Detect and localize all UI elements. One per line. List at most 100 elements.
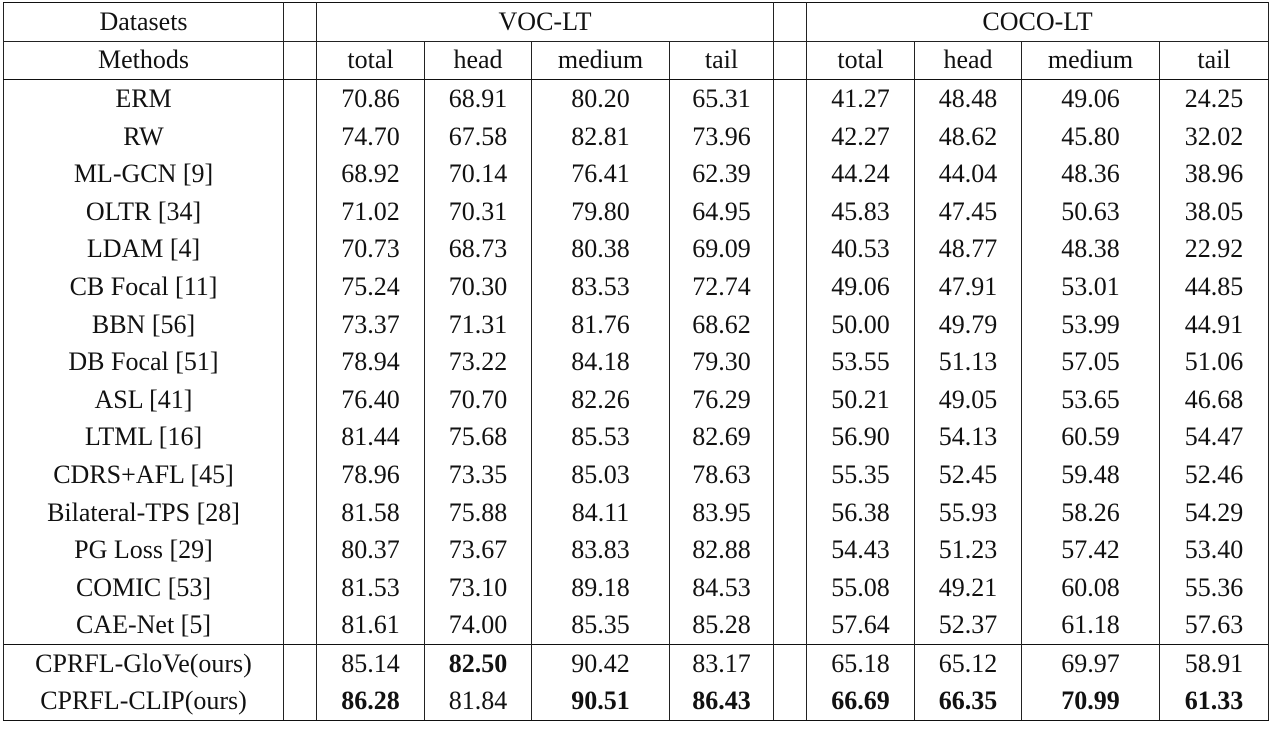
column-gap [773, 268, 807, 306]
coco-total-value: 44.24 [806, 155, 915, 193]
voc-medium-header: medium [531, 41, 670, 81]
coco-medium-value: 53.65 [1021, 380, 1160, 419]
column-gap [773, 682, 807, 722]
voc-total-value: 76.40 [316, 380, 425, 419]
voc-total-value: 74.70 [316, 117, 425, 156]
coco-tail-value: 51.06 [1158, 343, 1270, 381]
method-name: LDAM [4] [3, 230, 284, 269]
coco-head-value: 48.77 [914, 230, 1022, 269]
column-gap [773, 2, 807, 42]
method-name: PG Loss [29] [3, 531, 284, 569]
coco-medium-value: 57.42 [1021, 531, 1160, 569]
coco-head-header: head [914, 41, 1022, 81]
column-gap [283, 418, 317, 457]
method-name: CPRFL-CLIP(ours) [3, 682, 284, 722]
coco-tail-value: 61.33 [1158, 682, 1270, 722]
coco-total-value: 54.43 [806, 531, 915, 569]
baseline-row: DB Focal [51] 78.94 73.22 84.18 79.30 53.55 51… [3, 343, 1270, 381]
voc-medium-value: 85.35 [531, 606, 670, 645]
column-gap [283, 192, 317, 231]
voc-head-value: 68.73 [424, 230, 532, 269]
voc-tail-value: 85.28 [669, 606, 774, 645]
coco-head-value: 47.45 [914, 192, 1022, 231]
baseline-row: CDRS+AFL [45] 78.96 73.35 85.03 78.63 55.35 52… [3, 456, 1270, 494]
coco-total-value: 66.69 [806, 682, 915, 722]
voc-total-value: 81.44 [316, 418, 425, 457]
column-gap [283, 380, 317, 419]
coco-head-value: 47.91 [914, 268, 1022, 306]
coco-total-value: 57.64 [806, 606, 915, 645]
voc-head-value: 73.35 [424, 456, 532, 494]
voc-tail-header: tail [669, 41, 774, 81]
baseline-row: PG Loss [29] 80.37 73.67 83.83 82.88 54.43 51.… [3, 531, 1270, 569]
method-name: CPRFL-GloVe(ours) [3, 644, 284, 683]
method-name: Bilateral-TPS [28] [3, 493, 284, 532]
coco-total-value: 45.83 [806, 192, 915, 231]
voc-tail-value: 69.09 [669, 230, 774, 269]
baseline-row: Bilateral-TPS [28] 81.58 75.88 84.11 83.95 56… [3, 493, 1270, 532]
baseline-row: ASL [41] 76.40 70.70 82.26 76.29 50.21 49.05 53… [3, 380, 1270, 419]
coco-medium-value: 61.18 [1021, 606, 1160, 645]
voc-medium-value: 85.53 [531, 418, 670, 457]
results-table: Datasets VOC-LT COCO-LT Methods total he… [3, 2, 1270, 722]
voc-head-value: 70.14 [424, 155, 532, 193]
column-gap [283, 568, 317, 607]
voc-tail-value: 83.95 [669, 493, 774, 532]
coco-tail-value: 38.96 [1158, 155, 1270, 193]
method-name: COMIC [53] [3, 568, 284, 607]
coco-medium-value: 60.59 [1021, 418, 1160, 457]
column-gap [773, 305, 807, 344]
column-gap [773, 230, 807, 269]
column-gap [773, 192, 807, 231]
coco-head-value: 49.79 [914, 305, 1022, 344]
coco-medium-header: medium [1021, 41, 1160, 81]
coco-medium-value: 50.63 [1021, 192, 1160, 231]
voc-medium-value: 83.53 [531, 268, 670, 306]
coco-head-value: 66.35 [914, 682, 1022, 722]
voc-head-value: 75.68 [424, 418, 532, 457]
coco-medium-value: 70.99 [1021, 682, 1160, 722]
voc-head-header: head [424, 41, 532, 81]
column-gap [773, 456, 807, 494]
baseline-row: BBN [56] 73.37 71.31 81.76 68.62 50.00 49.79 53… [3, 305, 1270, 344]
coco-total-value: 50.21 [806, 380, 915, 419]
voc-total-value: 75.24 [316, 268, 425, 306]
coco-total-value: 56.90 [806, 418, 915, 457]
voc-head-value: 68.91 [424, 79, 532, 118]
coco-medium-value: 57.05 [1021, 343, 1160, 381]
coco-total-value: 65.18 [806, 644, 915, 683]
voc-total-value: 85.14 [316, 644, 425, 683]
coco-total-value: 42.27 [806, 117, 915, 156]
methods-label: Methods [3, 41, 284, 81]
coco-head-value: 49.05 [914, 380, 1022, 419]
coco-total-value: 50.00 [806, 305, 915, 344]
column-gap [283, 155, 317, 193]
coco-medium-value: 49.06 [1021, 79, 1160, 118]
voc-medium-value: 76.41 [531, 155, 670, 193]
column-gap [283, 79, 317, 118]
voc-head-value: 70.70 [424, 380, 532, 419]
voc-medium-value: 82.81 [531, 117, 670, 156]
column-gap [283, 531, 317, 569]
baseline-row: RW 74.70 67.58 82.81 73.96 42.27 48.62 45.80 32.… [3, 117, 1270, 156]
coco-tail-value: 38.05 [1158, 192, 1270, 231]
coco-total-value: 40.53 [806, 230, 915, 269]
coco-head-value: 51.13 [914, 343, 1022, 381]
column-gap [283, 493, 317, 532]
column-gap [773, 380, 807, 419]
coco-head-value: 55.93 [914, 493, 1022, 532]
voc-total-value: 86.28 [316, 682, 425, 722]
voc-total-value: 70.73 [316, 230, 425, 269]
voc-tail-value: 83.17 [669, 644, 774, 683]
column-gap [283, 41, 317, 81]
baseline-row: CAE-Net [5] 81.61 74.00 85.35 85.28 57.64 52.3… [3, 606, 1270, 645]
voc-total-value: 81.61 [316, 606, 425, 645]
voc-medium-value: 82.26 [531, 380, 670, 419]
coco-medium-value: 48.38 [1021, 230, 1160, 269]
method-name: CDRS+AFL [45] [3, 456, 284, 494]
column-gap [773, 41, 807, 81]
coco-tail-value: 57.63 [1158, 606, 1270, 645]
voc-tail-value: 73.96 [669, 117, 774, 156]
coco-head-value: 48.62 [914, 117, 1022, 156]
voc-head-value: 67.58 [424, 117, 532, 156]
